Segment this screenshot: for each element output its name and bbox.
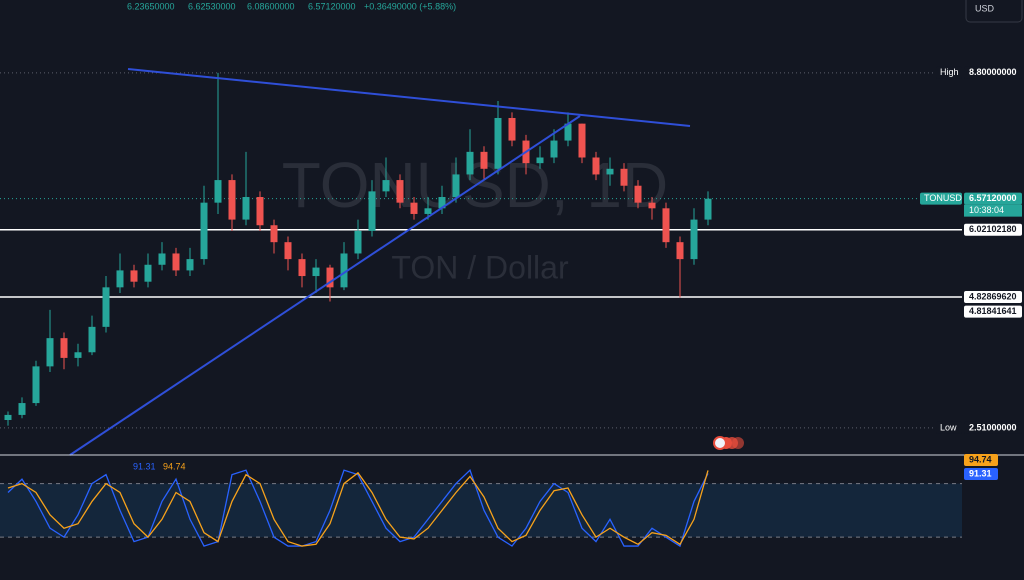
price-label-box	[964, 66, 1022, 79]
price-tag-box	[936, 66, 962, 79]
price-tag: TONUSD	[924, 193, 962, 203]
candle-body	[536, 157, 544, 164]
candle-body	[284, 242, 292, 260]
candle-body	[662, 208, 670, 243]
price-tag: Low	[940, 422, 957, 432]
candle-body	[200, 202, 208, 260]
candle-body	[396, 180, 404, 203]
candle-body	[32, 366, 40, 404]
candle-body	[46, 338, 54, 367]
price-label: 4.82869620	[969, 291, 1017, 301]
candle-body	[186, 259, 194, 271]
trend-line-up	[69, 115, 581, 456]
candle-body	[172, 253, 180, 271]
countdown: 10:38:04	[969, 205, 1004, 215]
candle-body	[340, 253, 348, 288]
candle-body	[270, 225, 278, 243]
trend-line-down	[127, 68, 691, 127]
candle-body	[312, 267, 320, 277]
oscillator-value-box	[964, 454, 998, 466]
candle-body	[18, 403, 26, 415]
candle-body	[116, 270, 124, 288]
candle-body	[648, 202, 656, 209]
candle-body	[676, 242, 684, 260]
candle-body	[704, 198, 712, 220]
candle-body	[480, 151, 488, 169]
candle-body	[382, 180, 390, 192]
candle-body	[494, 117, 502, 169]
price-label-box	[964, 192, 1022, 205]
candle-body	[690, 219, 698, 260]
price-label: 6.57120000	[969, 193, 1017, 203]
candle-body	[214, 180, 222, 203]
candle-body	[74, 352, 82, 358]
event-icon	[713, 436, 744, 450]
watermark-subtitle: TON / Dollar	[391, 249, 569, 285]
candle-body	[144, 264, 152, 282]
timer-box	[964, 204, 1022, 217]
candle-body	[130, 270, 138, 282]
ohlc-open: 6.23650000	[127, 1, 175, 11]
price-label-box	[964, 291, 1022, 304]
header: 6.23650000 6.62530000 6.08600000 6.57120…	[127, 1, 456, 11]
oscillator-value-box	[964, 468, 998, 480]
oscillator-value: 91.31	[133, 461, 156, 471]
candle-body	[466, 151, 474, 175]
candle-body	[4, 414, 12, 420]
candle-body	[606, 168, 614, 175]
candle-body	[592, 157, 600, 175]
ohlc-close: 6.57120000	[308, 1, 356, 11]
price-pane: 8.80000000 High 6.57120000 TONUSD 10:38:04 6.…	[0, 66, 1022, 434]
candle-body	[620, 168, 628, 186]
oscillator-pane: 91.31 91.31 94.74 94.74	[0, 454, 998, 548]
price-label: 6.02102180	[969, 224, 1017, 234]
candle-body	[102, 287, 110, 327]
candle-body	[452, 174, 460, 198]
currency-label[interactable]: USD	[975, 3, 995, 13]
candle-body	[550, 140, 558, 158]
candle-body	[410, 202, 418, 214]
ohlc-low: 6.08600000	[247, 1, 295, 11]
candle-body	[88, 326, 96, 353]
candle-body	[578, 123, 586, 158]
candle-body	[158, 253, 166, 265]
candle-body	[508, 117, 516, 141]
candle-body	[424, 208, 432, 214]
price-tag-box	[936, 421, 962, 434]
price-label: 2.51000000	[969, 422, 1017, 432]
candle-body	[60, 338, 68, 358]
price-label-box	[964, 421, 1022, 434]
candle-body	[634, 185, 642, 203]
candle-body	[564, 123, 572, 141]
oscillator-value: 94.74	[163, 461, 186, 471]
price-label: 4.81841641	[969, 306, 1017, 316]
candle-body	[256, 197, 264, 226]
price-tag-box	[920, 192, 962, 205]
ohlc-high: 6.62530000	[188, 1, 236, 11]
price-label-box	[964, 223, 1022, 236]
candle-body	[298, 259, 306, 277]
candle-body	[368, 191, 376, 231]
candle-body	[242, 197, 250, 220]
oscillator-line	[7, 469, 709, 548]
candle-body	[228, 180, 236, 220]
oscillator-axis-value: 94.74	[969, 454, 992, 464]
currency-button[interactable]	[965, 0, 1023, 23]
candle-body	[326, 267, 334, 288]
ohlc-change: +0.36490000 (+5.88%)	[364, 1, 456, 11]
candle-body	[438, 197, 446, 209]
oscillator-axis-value: 91.31	[969, 468, 992, 478]
price-label-box	[964, 305, 1022, 318]
candle-body	[354, 230, 362, 254]
oscillator-line	[7, 470, 709, 547]
price-tag: High	[940, 67, 959, 77]
price-label: 8.80000000	[969, 67, 1017, 77]
